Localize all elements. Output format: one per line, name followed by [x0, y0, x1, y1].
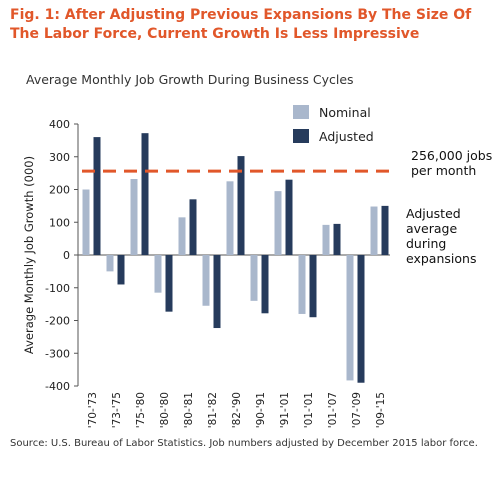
bar-nominal — [106, 255, 114, 272]
bar-adjusted — [213, 255, 221, 329]
bar-adjusted — [333, 223, 341, 255]
bar-nominal — [82, 189, 90, 255]
y-tick-label: 200 — [49, 184, 70, 197]
y-tick-label: -400 — [45, 380, 70, 393]
source-note: Source: U.S. Bureau of Labor Statistics.… — [10, 438, 478, 449]
bar-nominal — [370, 206, 378, 255]
legend-label-adjusted: Adjusted — [319, 128, 374, 144]
bar-nominal — [202, 255, 210, 306]
bar-adjusted — [261, 255, 269, 314]
bar-nominal — [154, 255, 162, 293]
y-tick-label: 0 — [63, 249, 70, 262]
x-tick-label: '09-'15 — [375, 392, 387, 428]
bar-adjusted — [165, 255, 173, 312]
chart-subtitle: Average Monthly Job Growth During Busine… — [26, 72, 354, 87]
bar-nominal — [178, 217, 186, 255]
bar-adjusted — [285, 179, 293, 255]
bar-nominal — [274, 191, 282, 255]
x-tick-label: '90-'91 — [255, 392, 267, 428]
x-tick-label: '82-'90 — [231, 392, 243, 428]
bar-nominal — [130, 179, 138, 255]
x-tick-label: '80-'81 — [183, 392, 195, 428]
x-tick-label: '73-'75 — [111, 392, 123, 428]
legend-swatch-adjusted — [293, 129, 309, 143]
x-tick-label: '01-'01 — [303, 392, 315, 428]
x-tick-label: '80-'80 — [159, 392, 171, 428]
y-tick-label: 400 — [49, 118, 70, 131]
bar-adjusted — [357, 255, 365, 383]
bar-nominal — [322, 224, 330, 255]
y-axis-title: Average Monthly Job Growth (000) — [22, 156, 36, 354]
x-tick-label: '75-'80 — [135, 392, 147, 428]
x-tick-label: '07-'09 — [351, 392, 363, 428]
bar-nominal — [346, 255, 354, 381]
bar-adjusted — [237, 156, 245, 255]
y-tick-label: -200 — [45, 315, 70, 328]
x-tick-label: '91-'01 — [279, 392, 291, 428]
figure-title: Fig. 1: After Adjusting Previous Expansi… — [10, 7, 472, 42]
y-tick-label: 100 — [49, 216, 70, 229]
bar-adjusted — [381, 205, 389, 255]
legend-item-adjusted: Adjusted — [293, 124, 374, 148]
bar-nominal — [226, 181, 234, 255]
legend: Nominal Adjusted — [293, 100, 374, 148]
reference-line-description: Adjusted average during expansions — [406, 206, 477, 266]
bar-adjusted — [93, 137, 101, 255]
reference-line-label: 256,000 jobs per month — [411, 148, 493, 178]
legend-swatch-nominal — [293, 105, 309, 119]
y-tick-label: -300 — [45, 347, 70, 360]
bar-adjusted — [309, 255, 317, 318]
legend-label-nominal: Nominal — [319, 104, 371, 120]
x-tick-label: '01-'07 — [327, 392, 339, 428]
bar-nominal — [250, 255, 258, 301]
x-tick-label: '70-'73 — [87, 392, 99, 428]
y-tick-label: 300 — [49, 151, 70, 164]
bar-adjusted — [189, 199, 197, 255]
y-tick-label: -100 — [45, 282, 70, 295]
bar-adjusted — [117, 255, 125, 285]
x-tick-label: '81-'82 — [207, 392, 219, 428]
bar-adjusted — [141, 133, 149, 255]
legend-item-nominal: Nominal — [293, 100, 374, 124]
bar-nominal — [298, 255, 306, 314]
